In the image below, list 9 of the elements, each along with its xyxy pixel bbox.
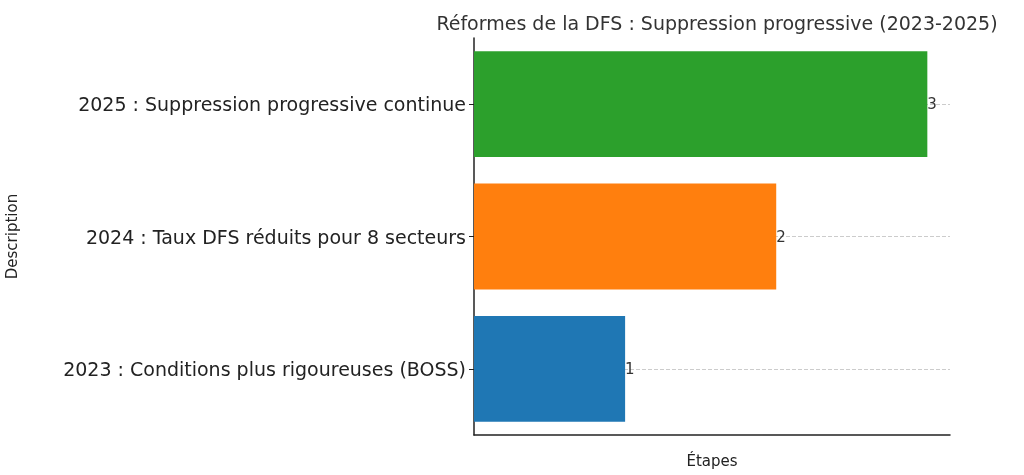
y-axis-title: Description <box>2 193 21 280</box>
x-axis-title: Étapes <box>686 450 738 470</box>
data-label: 2 <box>776 227 786 246</box>
y-tick-label: 2023 : Conditions plus rigoureuses (BOSS) <box>63 357 466 380</box>
data-label: 1 <box>625 359 635 378</box>
chart-title: Réformes de la DFS : Suppression progressive (2023-2025) <box>436 11 998 34</box>
y-tick-label: 2025 : Suppression progressive continue <box>78 93 466 116</box>
y-tick-label: 2024 : Taux DFS réduits pour 8 secteurs <box>85 225 466 248</box>
data-label: 3 <box>927 95 937 114</box>
